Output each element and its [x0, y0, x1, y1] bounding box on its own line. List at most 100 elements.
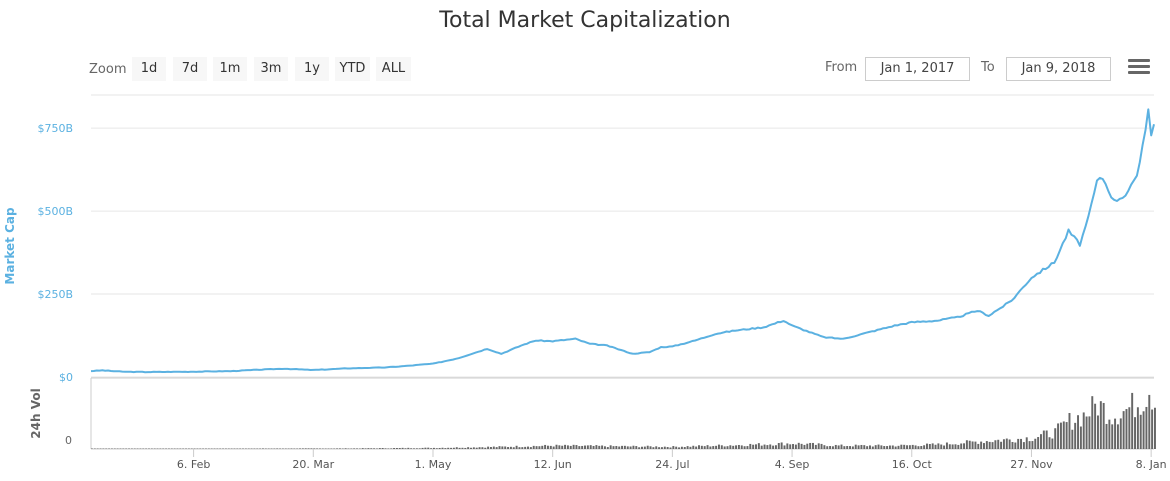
from-date-input[interactable]: Jan 1, 2017: [865, 57, 970, 81]
volume-bar: [857, 445, 860, 449]
x-tick-label: 8. Jan: [1136, 458, 1167, 471]
zoom-3m-button[interactable]: 3m: [254, 57, 288, 81]
market-cap-line: [90, 108, 1155, 374]
volume-bar: [769, 444, 772, 449]
volume-bar: [1108, 419, 1111, 449]
volume-bar: [792, 444, 795, 449]
zoom-1d-button[interactable]: 1d: [132, 57, 166, 81]
volume-bar: [1054, 428, 1057, 449]
volume-bar: [1005, 438, 1008, 449]
volume-bar: [680, 446, 683, 449]
volume-bar: [330, 448, 333, 449]
volume-bar: [968, 440, 971, 449]
to-label: To: [981, 60, 995, 75]
volume-bar: [350, 448, 353, 449]
zoom-all-button[interactable]: ALL: [376, 57, 411, 81]
volume-bar: [866, 446, 869, 449]
volume-bar: [390, 448, 393, 449]
volume-bar: [293, 448, 296, 449]
volume-bar: [381, 448, 384, 449]
volume-bar: [977, 443, 980, 449]
volume-bar: [253, 448, 256, 449]
volume-bar: [595, 445, 598, 449]
volume-bar: [974, 441, 977, 449]
volume-bar: [1074, 422, 1077, 449]
volume-bar: [934, 444, 937, 449]
zoom-ytd-button[interactable]: YTD: [335, 57, 370, 81]
volume-bar: [256, 448, 259, 449]
volume-bar: [698, 445, 700, 449]
volume-bar: [227, 448, 230, 449]
volume-bar: [116, 448, 119, 449]
zoom-7d-button[interactable]: 7d: [173, 57, 207, 81]
volume-bar: [464, 447, 467, 449]
volume-bar: [789, 444, 792, 449]
volume-bar: [823, 445, 826, 449]
volume-bar: [729, 445, 732, 449]
volume-bar: [877, 444, 880, 449]
volume-bar: [364, 448, 367, 449]
volume-bar: [1114, 418, 1117, 449]
volume-bar: [623, 445, 626, 449]
volume-bar: [777, 443, 780, 449]
volume-bar: [128, 448, 130, 449]
volume-bar: [695, 446, 698, 449]
volume-bar: [153, 448, 156, 449]
volume-bar: [581, 445, 584, 449]
volume-bar: [193, 448, 196, 449]
grid-lines: [91, 94, 1154, 378]
x-tick-label: 27. Nov: [1010, 458, 1053, 471]
volume-bar: [1042, 430, 1045, 449]
to-date-input[interactable]: Jan 9, 2018: [1006, 57, 1111, 81]
volume-bar: [96, 448, 99, 449]
zoom-1m-button[interactable]: 1m: [213, 57, 247, 81]
volume-bar: [954, 444, 957, 449]
volume-bar: [658, 447, 661, 449]
volume-bar: [524, 446, 527, 449]
volume-bar: [532, 445, 535, 449]
volume-bar: [455, 447, 458, 449]
volume-bar: [484, 447, 487, 449]
volume-bar: [1017, 438, 1020, 449]
volume-bar: [1094, 403, 1097, 449]
volume-bar: [407, 447, 410, 449]
volume-bar: [1119, 418, 1122, 449]
volume-bar: [162, 448, 165, 449]
volume-bar: [609, 445, 612, 449]
volume-bar: [133, 448, 136, 449]
volume-bar: [204, 448, 207, 449]
volume-bar: [746, 446, 749, 449]
volume-bar: [1071, 429, 1074, 449]
volume-bar: [1045, 430, 1048, 449]
volume-bar: [1091, 396, 1094, 449]
volume-bar: [794, 444, 797, 449]
volume-bar: [814, 444, 817, 449]
volume-bar: [1105, 423, 1108, 449]
zoom-1y-button[interactable]: 1y: [295, 57, 329, 81]
volume-bar: [774, 445, 777, 449]
volume-bar: [928, 444, 931, 449]
volume-bar: [894, 446, 897, 449]
volume-bar: [672, 446, 675, 449]
volume-bar: [888, 445, 891, 449]
volume-bar: [333, 448, 336, 449]
volume-bar: [167, 448, 170, 449]
volume-bar: [507, 447, 510, 449]
volume-y-tick-label: 0: [65, 434, 72, 447]
hamburger-menu-icon[interactable]: [1128, 59, 1150, 79]
volume-bar: [267, 448, 270, 449]
volume-bar: [387, 448, 390, 449]
volume-bar: [854, 444, 857, 449]
volume-bar: [159, 448, 162, 449]
volume-bar: [564, 444, 567, 449]
volume-bar: [290, 448, 293, 449]
volume-bar: [478, 447, 481, 449]
x-tick-label: 16. Oct: [892, 458, 933, 471]
volume-bar: [1014, 442, 1017, 449]
volume-bar: [931, 443, 934, 449]
volume-bar: [615, 445, 618, 449]
volume-bar: [1059, 422, 1062, 449]
volume-bar: [612, 446, 615, 449]
volume-bar: [883, 446, 886, 449]
